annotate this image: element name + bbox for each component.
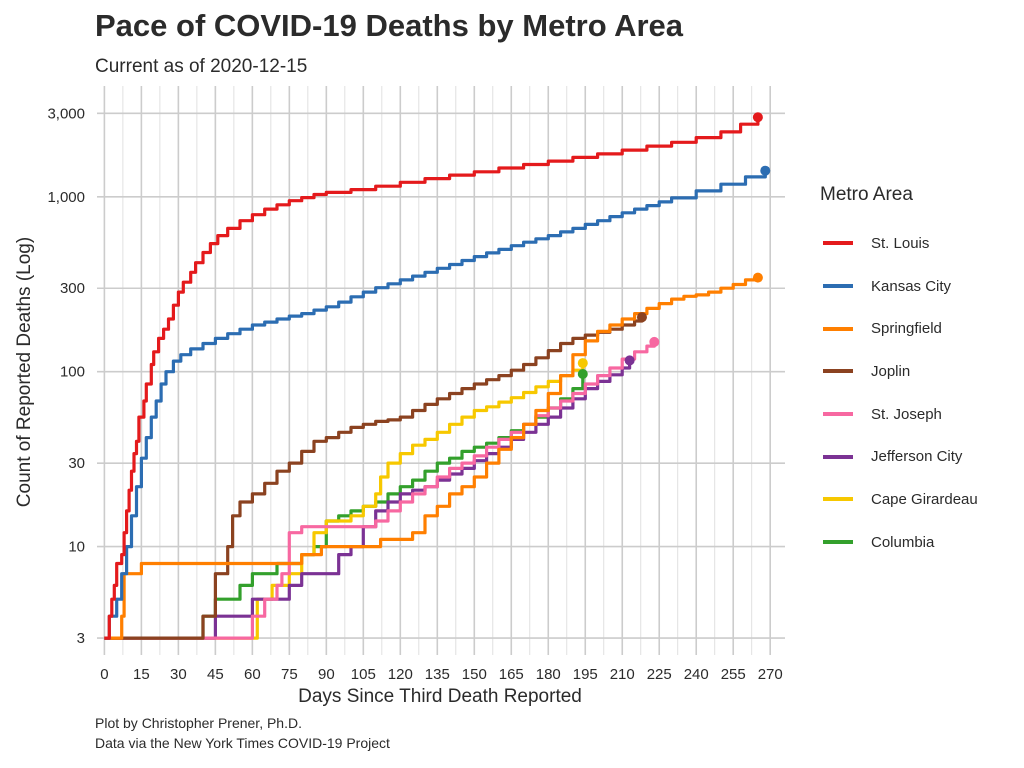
- legend-title: Metro Area: [820, 184, 913, 205]
- x-tick-label: 165: [499, 666, 524, 683]
- legend-label: Jefferson City: [871, 448, 963, 466]
- series-lines: [104, 117, 767, 640]
- series-line-springfield: [104, 277, 760, 640]
- series-line-jefferson-city: [104, 360, 632, 640]
- legend-item: St. Louis: [820, 222, 978, 265]
- x-tick-label: 135: [425, 666, 450, 683]
- legend-swatch: [823, 412, 853, 417]
- legend-label: Kansas City: [871, 277, 952, 295]
- x-tick-label: 0: [100, 666, 108, 683]
- y-tick-label: 300: [60, 280, 85, 297]
- x-tick-label: 180: [536, 666, 561, 683]
- legend-label: Cape Girardeau: [871, 490, 978, 508]
- chart-title: Pace of COVID-19 Deaths by Metro Area: [95, 8, 684, 43]
- series-endpoint-joplin: [636, 312, 647, 323]
- y-tick-label: 1,000: [47, 189, 85, 206]
- series-line-kansas-city: [104, 170, 767, 640]
- legend-swatch: [823, 369, 853, 374]
- x-tick-label: 210: [610, 666, 635, 683]
- x-tick-label: 15: [133, 666, 150, 683]
- legend-swatch: [823, 241, 853, 246]
- x-tick-label: 30: [170, 666, 187, 683]
- series-endpoint-kansas-city: [760, 165, 771, 176]
- y-tick-label: 30: [68, 455, 85, 472]
- x-axis-label: Days Since Third Death Reported: [298, 686, 582, 707]
- legend-label: St. Joseph: [871, 405, 942, 423]
- legend-label: Springfield: [871, 320, 942, 338]
- legend-item: Jefferson City: [820, 435, 978, 478]
- chart-subtitle: Current as of 2020-12-15: [95, 56, 308, 77]
- x-tick-label: 240: [684, 666, 709, 683]
- series-endpoint-cape-girardeau: [577, 358, 588, 369]
- x-tick-label: 120: [388, 666, 413, 683]
- legend-item: St. Joseph: [820, 393, 978, 436]
- caption-author: Plot by Christopher Prener, Ph.D.: [95, 715, 302, 731]
- legend-label: Joplin: [871, 362, 911, 380]
- x-tick-label: 105: [351, 666, 376, 683]
- x-tick-label: 225: [647, 666, 672, 683]
- legend-swatch: [823, 284, 853, 289]
- legend-item: Kansas City: [820, 265, 978, 308]
- legend-item: Cape Girardeau: [820, 478, 978, 521]
- x-tick-label: 75: [281, 666, 298, 683]
- series-endpoint-st-louis: [752, 112, 763, 123]
- legend-swatch: [823, 497, 853, 502]
- x-tick-label: 45: [207, 666, 224, 683]
- legend-swatch: [823, 540, 853, 545]
- y-tick-label: 3,000: [47, 105, 85, 122]
- caption-source: Data via the New York Times COVID-19 Pro…: [95, 735, 390, 751]
- y-axis-ticks: 3 10 30 100 300 1,000 3,000: [47, 105, 85, 647]
- grid-lines: [97, 86, 785, 655]
- series-endpoints: [577, 112, 771, 380]
- series-endpoint-st-joseph: [649, 336, 660, 347]
- legend-swatch: [823, 326, 853, 331]
- series-line-st-louis: [104, 117, 760, 640]
- legend: Metro Area St. Louis Kansas City Springfie…: [820, 184, 978, 564]
- legend-item: Joplin: [820, 350, 978, 393]
- y-tick-label: 100: [60, 364, 85, 381]
- legend-items: St. Louis Kansas City Springfield Joplin St.…: [820, 222, 978, 564]
- series-line-cape-girardeau: [104, 363, 585, 640]
- x-tick-label: 150: [462, 666, 487, 683]
- series-line-joplin: [104, 317, 644, 640]
- x-tick-label: 195: [573, 666, 598, 683]
- series-endpoint-springfield: [752, 272, 763, 283]
- series-line-st-joseph: [104, 341, 656, 640]
- y-axis-label: Count of Reported Deaths (Log): [14, 237, 35, 507]
- series-endpoint-columbia: [577, 369, 588, 380]
- legend-label: Columbia: [871, 533, 935, 551]
- legend-label: St. Louis: [871, 234, 930, 252]
- legend-swatch: [823, 454, 853, 459]
- x-tick-label: 90: [318, 666, 335, 683]
- legend-item: Columbia: [820, 521, 978, 564]
- y-tick-label: 3: [77, 630, 85, 647]
- x-tick-label: 255: [721, 666, 746, 683]
- legend-item: Springfield: [820, 307, 978, 350]
- y-tick-label: 10: [68, 539, 85, 556]
- x-tick-label: 270: [758, 666, 783, 683]
- x-tick-label: 60: [244, 666, 261, 683]
- x-axis-ticks: 0 15 30 45 60 75 90 105 120 135 150 165 180 195 210 225…: [100, 666, 782, 683]
- series-endpoint-jefferson-city: [624, 355, 635, 366]
